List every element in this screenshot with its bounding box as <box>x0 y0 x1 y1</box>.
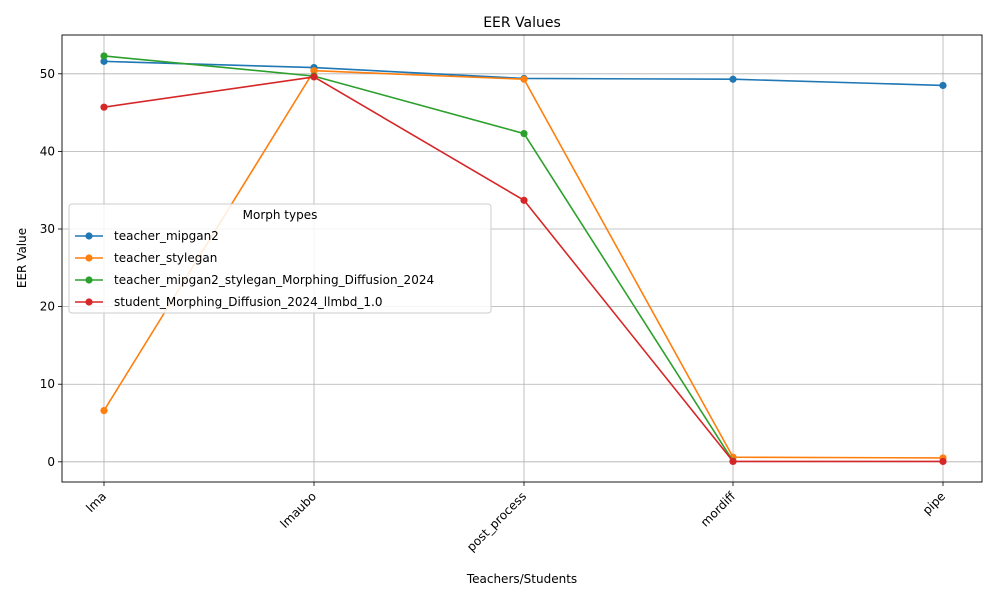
legend-marker <box>85 232 93 240</box>
data-point <box>939 457 947 466</box>
data-point <box>100 407 108 415</box>
data-point <box>100 103 108 111</box>
data-point <box>520 196 528 204</box>
series-line <box>103 55 734 462</box>
x-tick-label: lmaubo <box>277 489 319 531</box>
data-point <box>100 52 108 60</box>
legend-title: Morph types <box>243 208 318 222</box>
data-point <box>310 73 318 81</box>
legend-label: teacher_stylegan <box>114 251 217 265</box>
x-tick-label: lma <box>83 489 109 515</box>
y-tick-label: 40 <box>40 144 55 158</box>
series-3 <box>100 73 947 466</box>
data-point <box>729 75 737 83</box>
x-tick-label: pipe <box>920 489 948 517</box>
y-tick-label: 30 <box>40 222 55 236</box>
legend-box <box>68 203 492 314</box>
y-tick-label: 20 <box>40 300 55 314</box>
y-tick-label: 50 <box>40 67 55 81</box>
series-layer <box>100 52 947 466</box>
data-point <box>100 57 108 65</box>
data-point <box>729 457 737 466</box>
y-tick-label: 0 <box>47 455 55 469</box>
legend-marker <box>85 254 93 262</box>
plot-frame <box>61 34 983 483</box>
legend-label: teacher_mipgan2_stylegan_Morphing_Diffus… <box>114 273 434 287</box>
y-axis-label: EER Value <box>15 228 29 288</box>
x-axis-label: Teachers/Students <box>466 572 577 586</box>
chart-title: EER Values <box>483 15 561 31</box>
legend: Morph types teacher_mipgan2 teacher_style… <box>68 203 492 314</box>
series-1 <box>100 67 947 462</box>
x-tick-label: post_process <box>464 489 529 554</box>
legend-marker <box>85 276 93 284</box>
grid <box>62 35 982 482</box>
data-point <box>939 81 947 90</box>
data-point <box>520 75 528 83</box>
legend-label: teacher_mipgan2 <box>114 229 219 243</box>
data-point <box>520 129 528 138</box>
legend-marker <box>85 298 93 306</box>
data-point <box>310 67 318 75</box>
x-tick-label: mordiff <box>698 489 739 530</box>
y-tick-label: 10 <box>40 377 55 391</box>
legend-label: student_Morphing_Diffusion_2024_llmbd_1.… <box>114 295 382 309</box>
